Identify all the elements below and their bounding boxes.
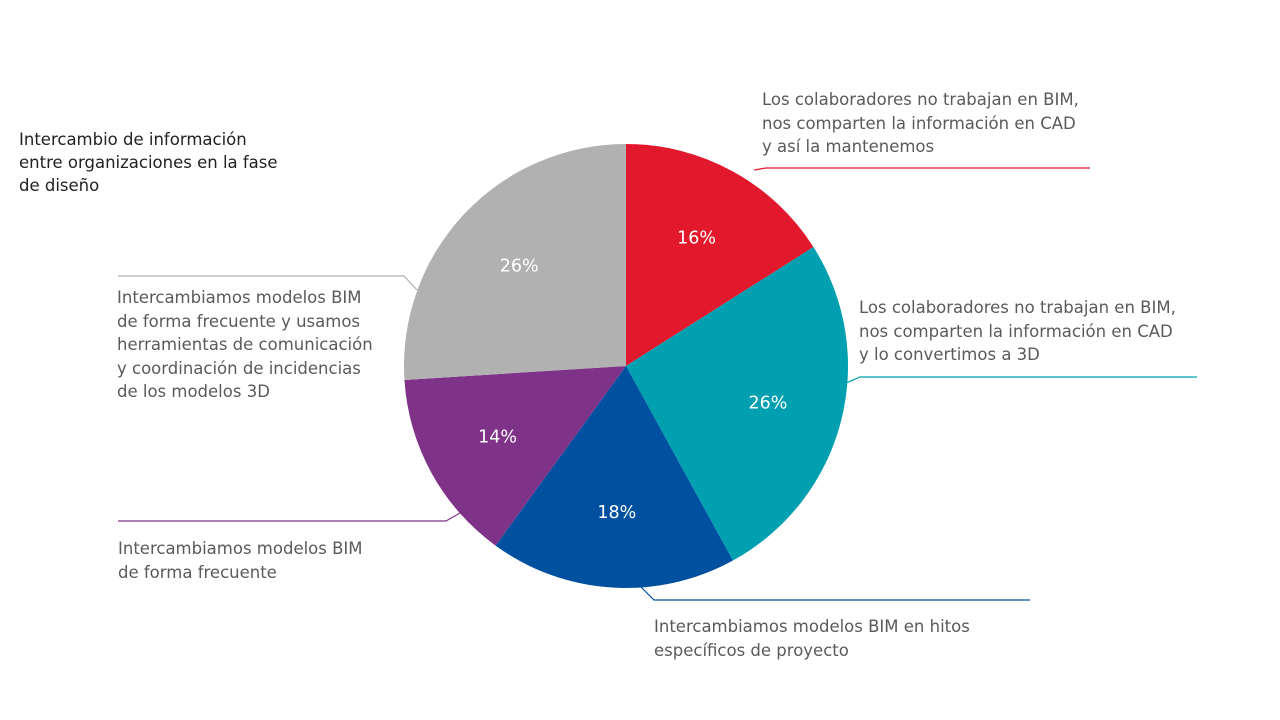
slice-label-bim-frequent: Intercambiamos modelos BIM de forma frec… (118, 539, 363, 582)
leader-line-bim-frequent-tools (118, 275, 418, 291)
chart-title: Intercambio de información entre organiz… (19, 130, 278, 195)
leader-line-cad-convert (845, 376, 1197, 384)
percent-label-bim-frequent-tools: 26% (500, 257, 539, 277)
percent-labels: 16% 26% 18% 14% 26% (478, 229, 787, 524)
percent-label-cad-convert: 26% (748, 393, 787, 413)
percent-label-bim-frequent: 14% (478, 428, 517, 448)
leader-line-bim-milestones (639, 585, 1030, 601)
pie-slice-cad-keep (626, 144, 814, 366)
pie-slice-cad-convert (626, 247, 848, 561)
pie-slice-bim-frequent (404, 366, 626, 546)
percent-label-cad-keep: 16% (677, 229, 716, 249)
pie-slices (404, 144, 848, 589)
leader-line-cad-keep (753, 167, 1090, 171)
slice-label-cad-keep: Los colaboradores no trabajan en BIM, no… (762, 90, 1079, 156)
slice-label-cad-convert: Los colaboradores no trabajan en BIM, no… (859, 298, 1176, 364)
leader-lines (118, 167, 1197, 601)
slice-label-bim-frequent-tools: Intercambiamos modelos BIM de forma frec… (117, 288, 373, 401)
leader-line-bim-frequent (118, 512, 461, 522)
pie-slice-bim-milestones (495, 366, 733, 589)
slice-label-bim-milestones: Intercambiamos modelos BIM en hitos espe… (654, 617, 970, 660)
pie-slice-bim-frequent-tools (404, 144, 626, 380)
percent-label-bim-milestones: 18% (597, 503, 636, 523)
